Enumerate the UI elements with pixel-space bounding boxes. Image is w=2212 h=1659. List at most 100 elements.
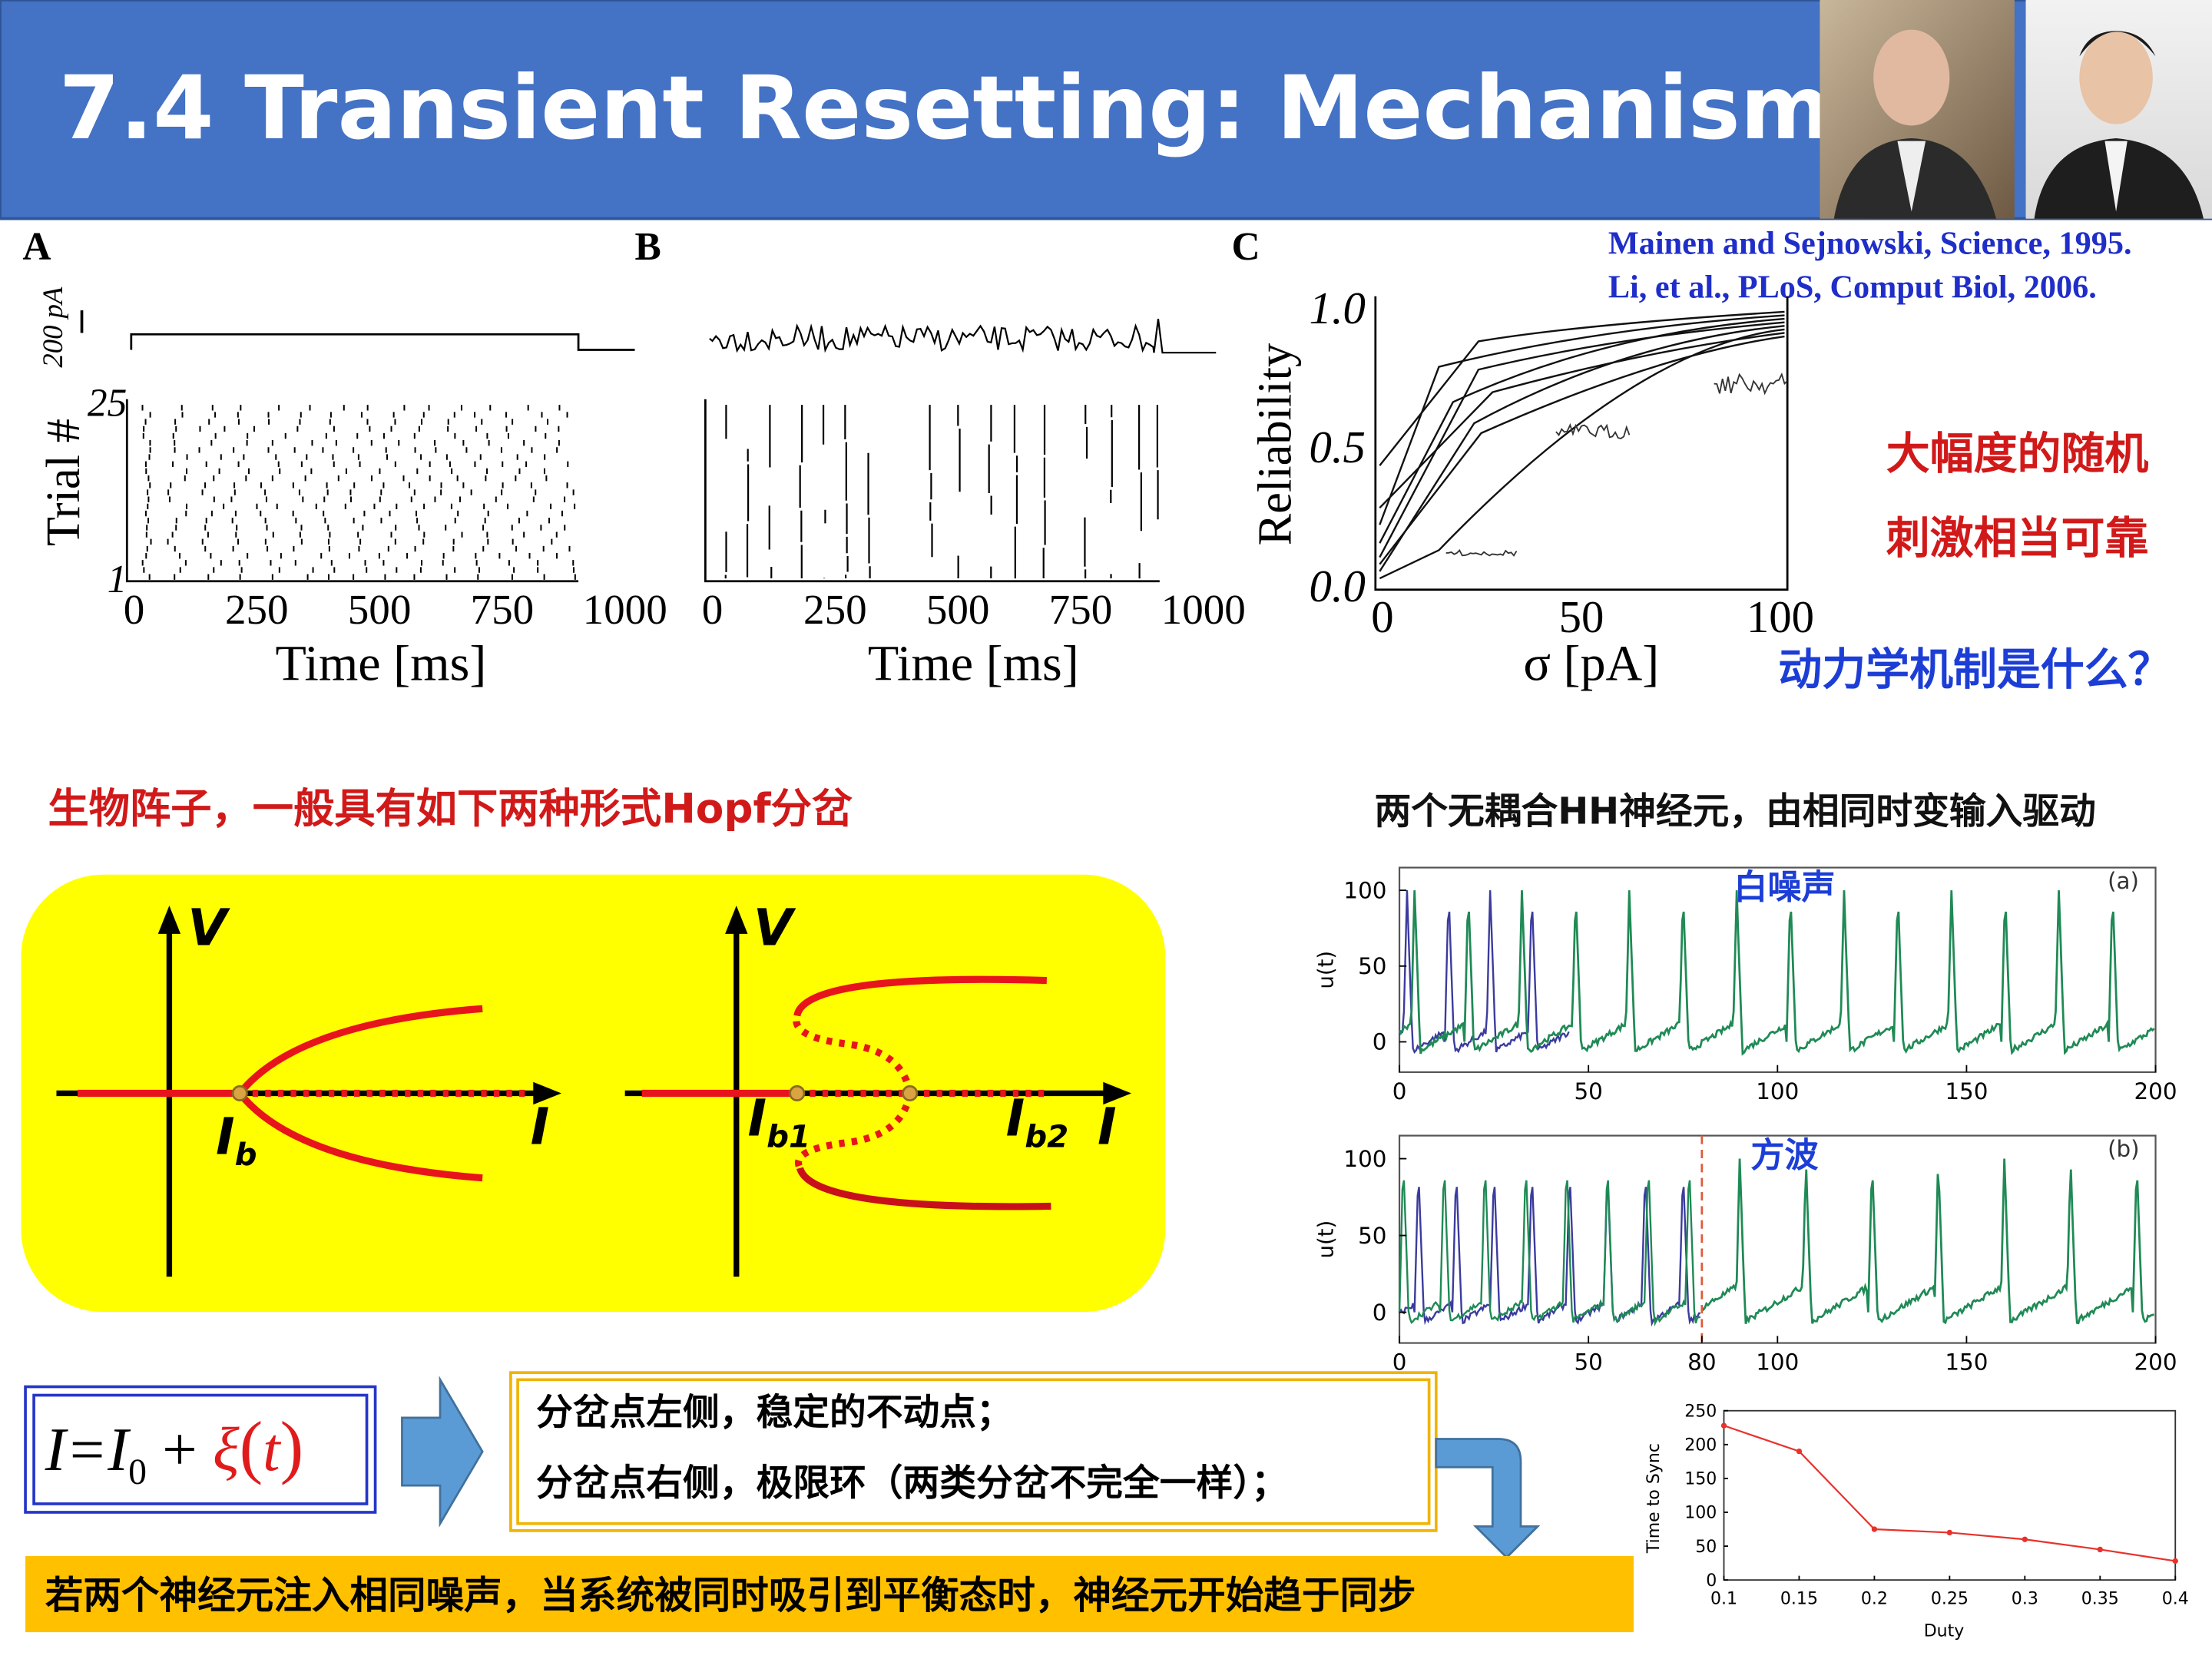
formula-box [24, 1385, 377, 1514]
section-heading: 生物阵子，一般具有如下两种形式Hopf分岔 [48, 785, 853, 833]
conclusion: 若两个神经元注入相同噪声，当系统被同时吸引到平衡态时，神经元开始趋于同步 [45, 1573, 1416, 1618]
point-label: Ib2 [1006, 1089, 1069, 1155]
x-tick-label: 100 [1747, 592, 1814, 642]
y-tick-label: 0 [1373, 1029, 1387, 1055]
x-tick-label: 500 [926, 586, 990, 633]
formula-part: + [147, 1416, 213, 1484]
photo [1820, 0, 2015, 219]
formula-part: 0 [128, 1452, 147, 1492]
callout: 动力学机制是什么？ [1778, 644, 2171, 695]
reliability-curve [1379, 332, 1785, 509]
x-tick-label: 0.25 [1931, 1589, 1969, 1608]
panel-label: C [1231, 225, 1260, 269]
formula-part: ) [280, 1407, 304, 1485]
data-point [2172, 1558, 2178, 1565]
formula-part: ( [240, 1407, 263, 1485]
y-axis-label: u(t) [1314, 951, 1339, 989]
hopf-labels: V I Ib V I Ib1 Ib2 [187, 899, 1116, 1174]
x-axis-label: Time [ms] [868, 635, 1079, 691]
x-tick-label: 1000 [583, 586, 667, 633]
point-main: I [1006, 1089, 1025, 1148]
plot-frame [1723, 1409, 2177, 1581]
data-point [2097, 1546, 2103, 1553]
y-tick-label: 1.0 [1309, 283, 1365, 333]
y-tick-label: 0.5 [1309, 422, 1365, 472]
x-tick-label: 0.2 [1861, 1589, 1888, 1608]
panel-note: 白噪声 [1734, 868, 1835, 907]
reliability-curve [1379, 335, 1785, 565]
note: 分岔点左侧，稳定的不动点； [536, 1392, 1013, 1434]
y-tick-label: 1 [108, 558, 127, 601]
x-tick-label: 0 [1392, 1349, 1407, 1375]
y-tick-label: 150 [1684, 1470, 1717, 1489]
photo [2025, 0, 2212, 219]
x-tick-label: 50 [1574, 1078, 1602, 1104]
x-tick-label: 750 [471, 586, 535, 633]
axis-line [704, 399, 1160, 583]
y-axis-label: Reliability [1248, 343, 1302, 546]
point-sub: b [235, 1136, 257, 1173]
x-tick-label: 50 [1574, 1349, 1602, 1375]
formula-part: t [263, 1416, 282, 1484]
y-axis-label: Trial # [36, 419, 90, 546]
y-tick-label: 100 [1343, 877, 1386, 903]
y-tick-label: 50 [1358, 1223, 1386, 1249]
y-tick-label: 0 [1373, 1300, 1387, 1326]
x-tick-label: 750 [1049, 586, 1113, 633]
callout: 大幅度的随机 [1886, 429, 2149, 479]
trace [1398, 1180, 1701, 1327]
note: 分岔点右侧，极限环（两类分岔不完全一样）； [536, 1462, 1288, 1505]
x-tick-label: 250 [803, 586, 867, 633]
notes-box [509, 1371, 1438, 1532]
reliability-curve [1379, 314, 1785, 525]
axis-label: V [187, 899, 230, 958]
x-axis-label: Time [ms] [275, 635, 486, 691]
panel-tag: (b) [2108, 1136, 2140, 1162]
data-point [1796, 1448, 1803, 1455]
arrow [401, 1376, 484, 1528]
point-sub: b2 [1025, 1118, 1068, 1154]
formula: I=I0 + ξ(t) [45, 1407, 303, 1492]
data-point [1946, 1529, 1953, 1536]
x-tick-label: 0.35 [2081, 1589, 2119, 1608]
trace [1398, 890, 2155, 1056]
point-label: Ib [216, 1107, 257, 1173]
data-point [1720, 1422, 1727, 1429]
x-tick-label: 500 [348, 586, 412, 633]
inset-trace [1445, 548, 1518, 557]
x-tick-label: 200 [2134, 1078, 2177, 1104]
data-point [1871, 1526, 1878, 1532]
y-tick-label: 50 [1358, 953, 1386, 979]
arrow [1435, 1438, 1541, 1559]
formula-part: =I [66, 1416, 132, 1484]
x-tick-label: 1000 [1161, 586, 1246, 633]
x-tick-label: 0 [702, 586, 724, 633]
x-tick-label: 0.1 [1710, 1589, 1737, 1608]
formula-part: I [45, 1416, 69, 1484]
y-tick-label: 50 [1695, 1538, 1717, 1557]
x-tick-label: 0 [1371, 592, 1393, 642]
axis-line [1374, 296, 1789, 591]
panel-label: A [22, 225, 51, 269]
y-tick-label: 0 [1706, 1571, 1717, 1591]
conclusion-band [25, 1555, 1634, 1633]
axis-label: I [531, 1098, 550, 1157]
panel-note: 方波 [1750, 1136, 1819, 1175]
raster [141, 405, 576, 580]
y-axis-label: u(t) [1314, 1220, 1339, 1259]
y-tick-label: 200 [1684, 1436, 1717, 1455]
reliability-curve [1379, 310, 1785, 466]
point-main: I [747, 1089, 767, 1148]
x-tick-label: 0 [124, 586, 145, 633]
panel-tag: (a) [2108, 868, 2139, 894]
stimulus-trace [709, 318, 1217, 354]
callout: 刺激相当可靠 [1886, 513, 2149, 564]
panel-label: B [635, 225, 661, 269]
scale-bar-label: 200 pA [37, 286, 68, 368]
raster [724, 405, 1159, 579]
section-heading: 两个无耦合HH神经元，由相同时变输入驱动 [1374, 791, 2095, 833]
reliability-curve [1379, 317, 1785, 544]
y-tick-label: 25 [88, 381, 127, 425]
hopf-diagram [21, 874, 1166, 1313]
